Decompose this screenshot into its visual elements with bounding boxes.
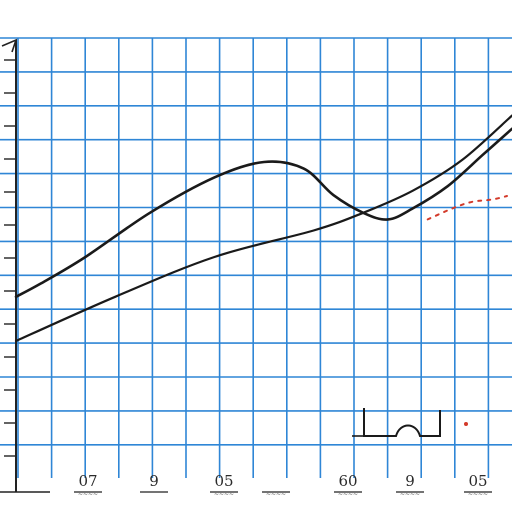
x-tick-sublabel: ~~~~ — [338, 491, 358, 498]
grid — [0, 37, 512, 478]
x-tick-label: 60 — [338, 472, 357, 490]
x-tick-label: 9 — [149, 472, 159, 490]
inset-marker — [464, 422, 468, 426]
series — [14, 114, 512, 343]
x-tick-label: 05 — [468, 472, 487, 490]
x-tick-sublabel: ~~~~ — [266, 491, 286, 498]
x-tick-sublabel: ~~~~ — [214, 491, 234, 498]
series-curve-line — [14, 127, 512, 299]
x-tick-sublabel: ~~~~ — [400, 491, 420, 498]
inset-sketch-line — [363, 408, 441, 437]
x-tick-label: 9 — [405, 472, 415, 490]
x-tick-label: 07 — [78, 472, 97, 490]
x-tick-sublabel: ~~~~ — [468, 491, 488, 498]
series-dotted-line — [426, 195, 508, 221]
inset-sketch — [352, 408, 468, 437]
x-tick-sublabel: ~~~~ — [78, 491, 98, 498]
x-tick-label: 05 — [214, 472, 233, 490]
x-tick-labels: 07~~~~9 05~~~~ ~~~~60~~~~9~~~~05~~~~ — [74, 472, 492, 498]
y-axis-arrow — [1, 38, 18, 53]
series-straight-line — [14, 114, 512, 343]
axes — [0, 38, 50, 493]
